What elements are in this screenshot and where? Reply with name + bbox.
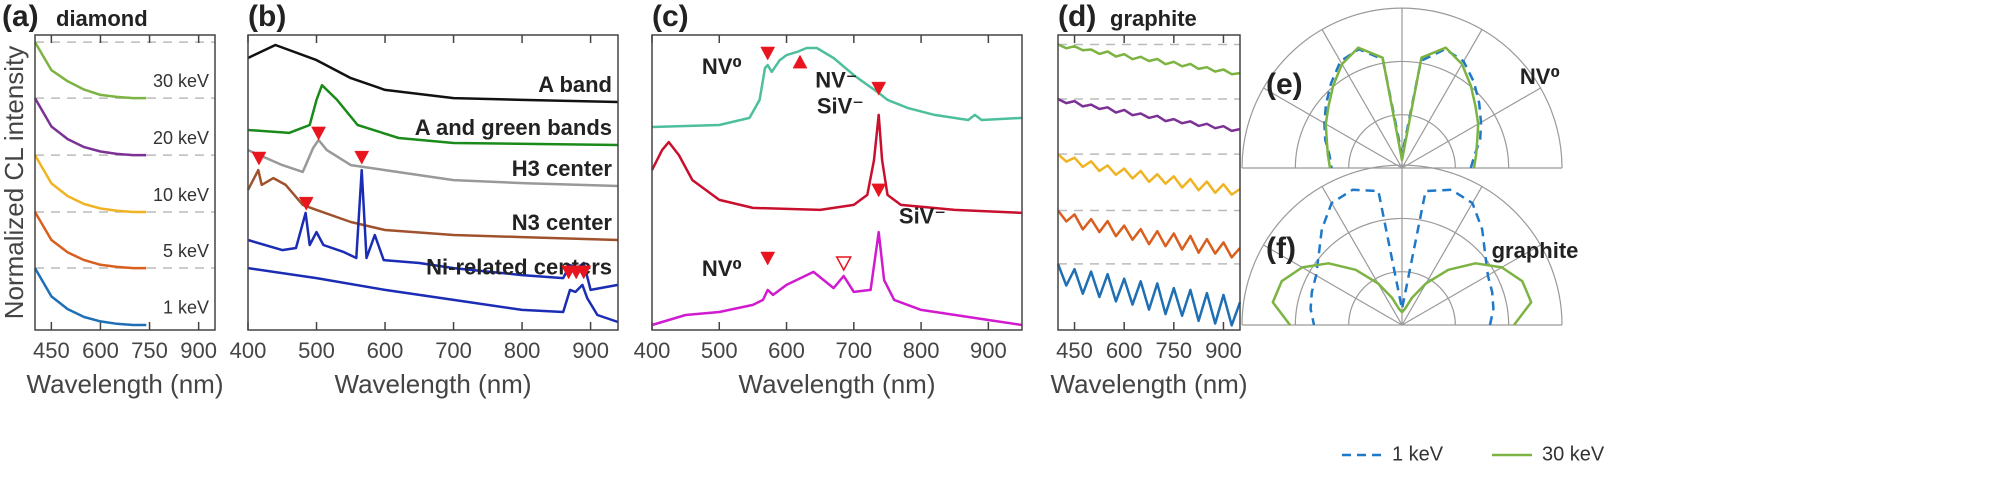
series-label: N3 center bbox=[512, 210, 613, 235]
plot-frame bbox=[1057, 34, 1241, 331]
x-axis-title: Wavelength (nm) bbox=[739, 369, 936, 399]
peak-marker bbox=[311, 126, 326, 141]
spectrum-line bbox=[650, 113, 1023, 215]
series-label: 30 keV bbox=[153, 71, 209, 91]
panel-title: graphite bbox=[1492, 238, 1579, 263]
spectrum-line bbox=[1057, 97, 1241, 133]
spectrum-line bbox=[1057, 209, 1241, 259]
peak-marker bbox=[871, 81, 887, 96]
plot-frame bbox=[651, 34, 1023, 331]
peak-marker bbox=[871, 183, 887, 198]
x-tick-label: 600 bbox=[1106, 338, 1143, 363]
spectrum-line bbox=[247, 43, 619, 104]
polar-spoke bbox=[1321, 29, 1403, 169]
polar-spoke bbox=[1321, 186, 1403, 326]
panel-label: (b) bbox=[248, 0, 286, 33]
panel-title: NV⁰ bbox=[1520, 64, 1560, 89]
polar-spoke bbox=[1401, 244, 1541, 326]
y-axis-title: Normalized CL intensity bbox=[0, 46, 29, 320]
spectrum-line bbox=[1056, 263, 1242, 327]
peak-annotation: SiV⁻ bbox=[899, 204, 946, 229]
spectrum-line bbox=[651, 230, 1023, 327]
x-tick-label: 750 bbox=[1155, 338, 1192, 363]
spectrum-line bbox=[33, 41, 147, 100]
spectrum-line bbox=[33, 211, 147, 270]
x-tick-label: 700 bbox=[435, 338, 472, 363]
x-tick-label: 450 bbox=[33, 338, 70, 363]
series-label: 10 keV bbox=[153, 185, 209, 205]
spectrum-line bbox=[651, 46, 1023, 129]
x-tick-label: 800 bbox=[903, 338, 940, 363]
x-axis-title: Wavelength (nm) bbox=[27, 369, 224, 399]
x-tick-label: 900 bbox=[970, 338, 1007, 363]
spectrum-line bbox=[33, 267, 147, 327]
x-tick-label: 400 bbox=[230, 338, 267, 363]
panel-label: (a) bbox=[2, 0, 39, 33]
legend-label: 30 keV bbox=[1542, 443, 1605, 465]
peak-marker bbox=[835, 256, 852, 272]
x-tick-label: 600 bbox=[768, 338, 805, 363]
series-label: A band bbox=[538, 72, 612, 97]
x-tick-label: 900 bbox=[1205, 338, 1242, 363]
peak-marker bbox=[298, 196, 314, 211]
peak-marker bbox=[354, 150, 370, 165]
polar-spoke bbox=[1263, 87, 1403, 169]
panel-title: graphite bbox=[1110, 6, 1197, 31]
polar-line bbox=[1309, 188, 1495, 326]
x-tick-label: 500 bbox=[701, 338, 738, 363]
x-tick-label: 400 bbox=[634, 338, 671, 363]
x-tick-label: 900 bbox=[572, 338, 609, 363]
spectrum-line bbox=[1057, 43, 1241, 76]
polar-line bbox=[1271, 262, 1533, 326]
panel-label: (e) bbox=[1266, 68, 1303, 101]
x-tick-label: 900 bbox=[180, 338, 217, 363]
x-axis-title: Wavelength (nm) bbox=[335, 369, 532, 399]
polar-spoke bbox=[1401, 186, 1483, 326]
x-tick-label: 500 bbox=[298, 338, 335, 363]
x-tick-label: 450 bbox=[1056, 338, 1093, 363]
spectrum-line bbox=[246, 168, 619, 242]
spectrum-line bbox=[247, 266, 619, 324]
x-axis-title: Wavelength (nm) bbox=[1051, 369, 1248, 399]
panel-label: (f) bbox=[1266, 232, 1296, 265]
legend-label: 1 keV bbox=[1392, 443, 1444, 465]
polar-spoke bbox=[1401, 87, 1541, 169]
series-label: 20 keV bbox=[153, 128, 209, 148]
series-label: 5 keV bbox=[163, 241, 209, 261]
peak-marker bbox=[251, 151, 267, 166]
peak-marker bbox=[792, 54, 808, 69]
peak-marker bbox=[576, 265, 592, 280]
peak-annotation: NV⁰ bbox=[702, 256, 742, 281]
peak-annotation: NV⁰ bbox=[702, 54, 742, 79]
plot-frame bbox=[34, 34, 216, 331]
polar-spoke bbox=[1401, 29, 1483, 169]
plot-frame bbox=[247, 34, 619, 331]
spectrum-line bbox=[1057, 153, 1241, 196]
x-tick-label: 700 bbox=[835, 338, 872, 363]
x-tick-label: 600 bbox=[367, 338, 404, 363]
x-tick-label: 750 bbox=[131, 338, 168, 363]
x-tick-label: 600 bbox=[82, 338, 119, 363]
series-label: H3 center bbox=[512, 156, 613, 181]
series-label: A and green bands bbox=[415, 115, 612, 140]
spectrum-line bbox=[247, 138, 619, 188]
peak-marker bbox=[760, 251, 776, 266]
x-tick-label: 800 bbox=[504, 338, 541, 363]
polar-spoke bbox=[1263, 244, 1403, 326]
panel-label: (c) bbox=[652, 0, 689, 33]
peak-annotation: NV⁻ bbox=[815, 68, 857, 93]
panel-title: diamond bbox=[56, 6, 148, 31]
spectrum-line bbox=[33, 97, 147, 157]
spectrum-line bbox=[247, 83, 619, 147]
panel-label: (d) bbox=[1058, 0, 1096, 33]
polar-line bbox=[1324, 46, 1480, 169]
series-label: 1 keV bbox=[163, 298, 209, 318]
spectrum-line bbox=[33, 154, 147, 214]
peak-marker bbox=[760, 46, 776, 61]
peak-annotation: SiV⁻ bbox=[817, 94, 864, 119]
